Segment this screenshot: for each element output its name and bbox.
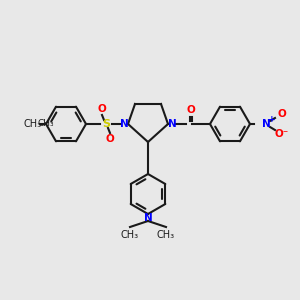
Text: CH₃: CH₃ — [24, 119, 42, 129]
Text: CH₃: CH₃ — [38, 119, 54, 128]
Text: O: O — [98, 104, 106, 114]
Text: N: N — [120, 119, 128, 129]
Text: O: O — [187, 105, 195, 115]
Text: CH₃: CH₃ — [121, 230, 139, 240]
Text: CH₃: CH₃ — [157, 230, 175, 240]
Text: S: S — [102, 119, 110, 129]
Text: O: O — [106, 134, 114, 144]
Text: N: N — [168, 119, 176, 129]
Text: O: O — [278, 109, 286, 119]
Text: N: N — [144, 213, 152, 223]
Text: N: N — [262, 119, 270, 129]
Text: O⁻: O⁻ — [275, 129, 289, 139]
Text: +: + — [268, 115, 276, 124]
